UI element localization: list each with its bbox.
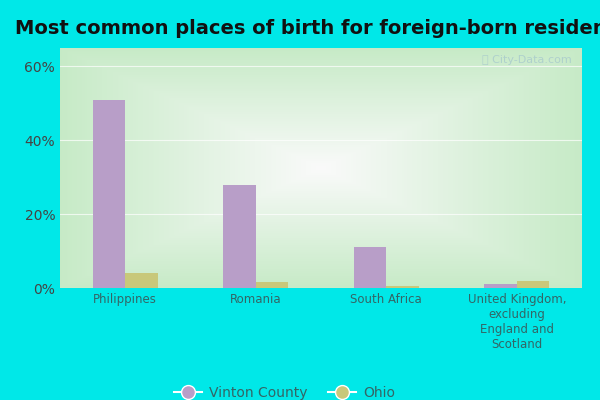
Bar — [256, 282, 289, 288]
Title: Most common places of birth for foreign-born residents: Most common places of birth for foreign-… — [15, 19, 600, 38]
Bar — [125, 273, 158, 288]
Bar — [386, 286, 419, 288]
Text: ⓘ City-Data.com: ⓘ City-Data.com — [482, 55, 572, 65]
Bar — [92, 100, 125, 288]
Bar — [223, 185, 256, 288]
Legend: Vinton County, Ohio: Vinton County, Ohio — [169, 381, 400, 400]
Bar — [484, 284, 517, 288]
Bar — [353, 247, 386, 288]
Bar — [517, 281, 550, 288]
